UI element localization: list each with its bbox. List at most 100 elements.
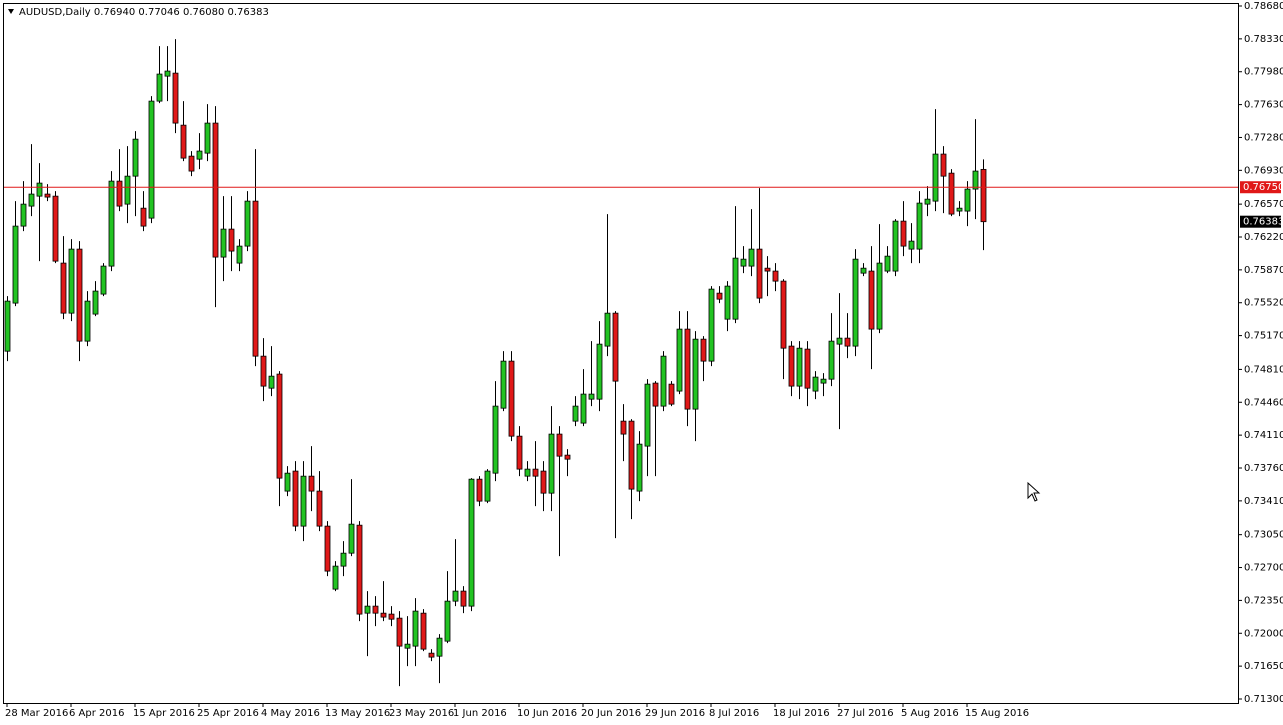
y-tick-label: 0.78330 bbox=[1244, 34, 1283, 45]
candle-body bbox=[12, 225, 19, 304]
candle-body bbox=[932, 153, 939, 202]
x-tick-label: 10 Jun 2016 bbox=[517, 708, 577, 719]
candle-body bbox=[84, 300, 91, 342]
x-tick-label: 18 Jul 2016 bbox=[773, 708, 830, 719]
x-tick-label: 8 Jul 2016 bbox=[709, 708, 759, 719]
x-tick-label: 28 Mar 2016 bbox=[5, 708, 68, 719]
candle-body bbox=[300, 475, 307, 527]
y-tick-label: 0.74460 bbox=[1244, 397, 1283, 408]
candle-body bbox=[980, 168, 987, 223]
candle-body bbox=[900, 220, 907, 247]
candle-body bbox=[644, 383, 651, 447]
candle-body bbox=[220, 228, 227, 258]
candle-body bbox=[420, 612, 427, 650]
candle-body bbox=[196, 150, 203, 160]
candle-body bbox=[884, 255, 891, 272]
candle-body bbox=[212, 122, 219, 258]
candle-body bbox=[820, 378, 827, 384]
candle-body bbox=[836, 337, 843, 345]
candle-body bbox=[316, 490, 323, 527]
candle-body bbox=[364, 605, 371, 614]
x-tick-label: 13 May 2016 bbox=[325, 708, 390, 719]
candle-body bbox=[44, 193, 51, 198]
candle-body bbox=[604, 312, 611, 347]
candle-body bbox=[476, 478, 483, 502]
candle-body bbox=[340, 552, 347, 567]
candle-body bbox=[236, 245, 243, 264]
candle-body bbox=[460, 590, 467, 607]
x-tick-label: 6 Apr 2016 bbox=[69, 708, 124, 719]
candle-body bbox=[676, 328, 683, 392]
plot-frame bbox=[3, 3, 1239, 704]
candle-body bbox=[444, 600, 451, 642]
mouse-cursor bbox=[1027, 481, 1041, 502]
candle-body bbox=[924, 198, 931, 205]
y-tick-label: 0.75520 bbox=[1244, 298, 1283, 309]
candle-body bbox=[28, 193, 35, 207]
candle-body bbox=[796, 347, 803, 387]
candle-body bbox=[388, 613, 395, 620]
y-tick-label: 0.71650 bbox=[1244, 661, 1283, 672]
candle-body bbox=[916, 202, 923, 250]
candle-body bbox=[292, 470, 299, 527]
candle-body bbox=[956, 207, 963, 212]
candle-body bbox=[636, 443, 643, 492]
y-tick-label: 0.76930 bbox=[1244, 165, 1283, 176]
candle-body bbox=[36, 182, 43, 197]
candle-body bbox=[124, 175, 131, 205]
candle-body bbox=[396, 617, 403, 647]
candle-body bbox=[940, 153, 947, 177]
candle-body bbox=[596, 343, 603, 400]
x-tick-label: 15 Aug 2016 bbox=[965, 708, 1029, 719]
candle-body bbox=[20, 203, 27, 227]
candle-body bbox=[964, 188, 971, 212]
y-tick-label: 0.73410 bbox=[1244, 496, 1283, 507]
y-tick-label: 0.77630 bbox=[1244, 100, 1283, 111]
candle-body bbox=[692, 338, 699, 410]
x-tick-label: 15 Apr 2016 bbox=[133, 708, 195, 719]
candle-body bbox=[380, 612, 387, 618]
candle-body bbox=[564, 454, 571, 460]
title-arrow[interactable] bbox=[8, 9, 14, 14]
candle-body bbox=[660, 355, 667, 407]
candle-body bbox=[532, 468, 539, 477]
x-tick-label: 4 May 2016 bbox=[261, 708, 320, 719]
candle-body bbox=[756, 248, 763, 299]
candle-body bbox=[68, 248, 75, 314]
candle-body bbox=[308, 475, 315, 492]
candle-body bbox=[76, 248, 83, 342]
y-tick-label: 0.76570 bbox=[1244, 199, 1283, 210]
candle-body bbox=[540, 470, 547, 494]
candle-body bbox=[556, 433, 563, 457]
candle-body bbox=[228, 228, 235, 252]
y-tick-label: 0.76220 bbox=[1244, 232, 1283, 243]
candle-body bbox=[52, 195, 59, 262]
price-label-box bbox=[1240, 215, 1281, 228]
candle-body bbox=[732, 257, 739, 320]
x-tick-label: 27 Jul 2016 bbox=[837, 708, 894, 719]
candle-body bbox=[972, 170, 979, 190]
candle-body bbox=[172, 72, 179, 124]
candle-body bbox=[652, 382, 659, 407]
candle-body bbox=[500, 360, 507, 409]
candle-body bbox=[772, 270, 779, 282]
price-label-box bbox=[1240, 181, 1281, 194]
candle-body bbox=[668, 383, 675, 405]
candle-body bbox=[188, 155, 195, 172]
price-label: 0.76750 bbox=[1243, 182, 1283, 193]
y-tick-label: 0.72000 bbox=[1244, 628, 1283, 639]
candle-body bbox=[708, 288, 715, 362]
candle-body bbox=[740, 258, 747, 267]
y-tick-label: 0.75870 bbox=[1244, 265, 1283, 276]
candle-body bbox=[428, 652, 435, 658]
candle-body bbox=[828, 340, 835, 380]
y-tick-label: 0.72700 bbox=[1244, 563, 1283, 574]
candle-body bbox=[412, 610, 419, 647]
y-tick-label: 0.77280 bbox=[1244, 132, 1283, 143]
candle-body bbox=[508, 360, 515, 437]
candle-body bbox=[132, 138, 139, 177]
candle-body bbox=[516, 435, 523, 470]
candle-body bbox=[700, 338, 707, 362]
candle-body bbox=[356, 524, 363, 615]
